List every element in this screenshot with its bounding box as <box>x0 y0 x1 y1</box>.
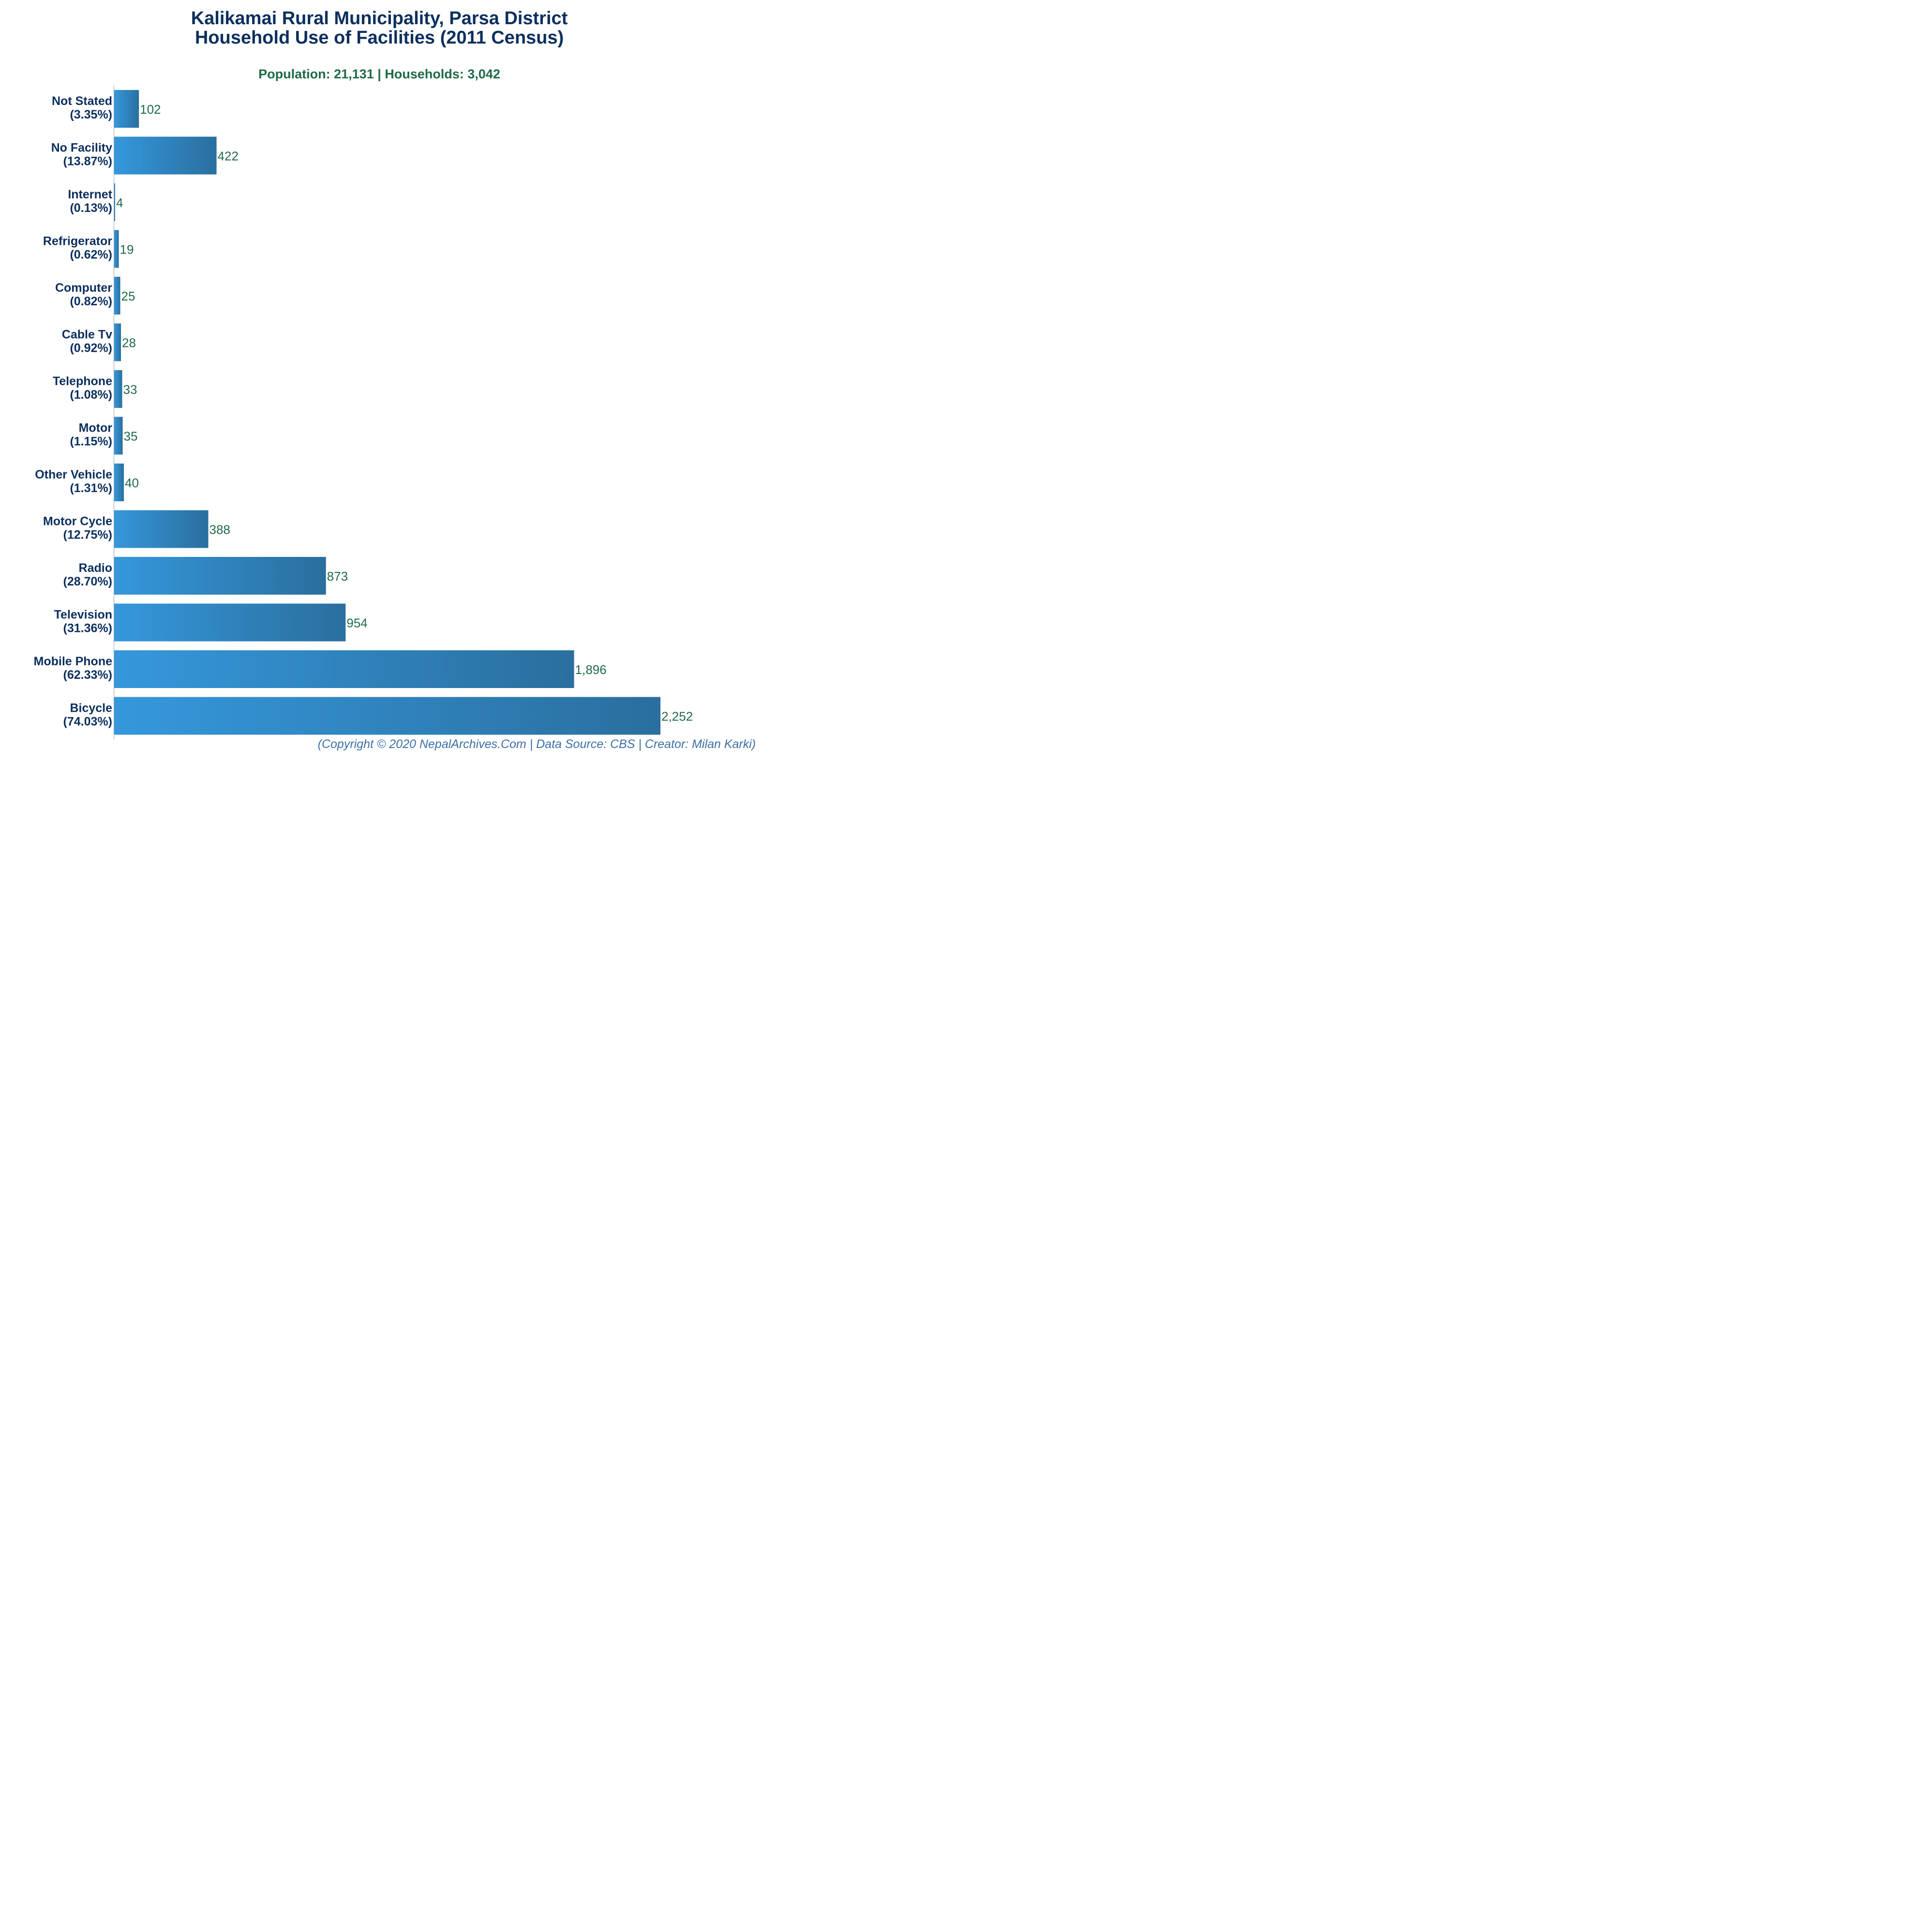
percent-label-not-stated: (3.35%) <box>70 108 112 121</box>
category-label-refrigerator: Refrigerator <box>43 235 112 248</box>
bar-television <box>114 603 346 642</box>
bar-refrigerator <box>114 230 119 268</box>
percent-label-internet: (0.13%) <box>70 201 112 215</box>
category-label-cable-tv: Cable Tv <box>62 328 112 342</box>
percent-label-computer: (0.82%) <box>70 295 112 308</box>
bar-not-stated <box>114 90 139 128</box>
category-label-other-vehicle: Other Vehicle <box>35 468 112 481</box>
category-label-motor-cycle: Motor Cycle <box>43 515 112 528</box>
value-label-television: 954 <box>346 616 367 630</box>
value-label-radio: 873 <box>327 569 348 584</box>
category-label-no-facility: No Facility <box>51 141 113 155</box>
value-label-cable-tv: 28 <box>122 336 136 350</box>
bar-bicycle <box>114 697 660 735</box>
value-label-motor: 35 <box>124 429 138 444</box>
category-label-bicycle: Bicycle <box>70 702 112 715</box>
percent-label-radio: (28.70%) <box>63 575 112 588</box>
copyright-footer: (Copyright © 2020 NepalArchives.Com | Da… <box>317 737 756 751</box>
bar-cable-tv <box>114 323 121 361</box>
bar-motor <box>114 417 123 455</box>
category-label-telephone: Telephone <box>53 374 112 388</box>
bar-internet <box>114 183 116 221</box>
percent-label-bicycle: (74.03%) <box>63 715 112 729</box>
bar-telephone <box>114 370 122 408</box>
category-label-radio: Radio <box>79 561 112 575</box>
value-label-internet: 4 <box>116 195 123 210</box>
chart-subtitle: Population: 21,131 | Households: 3,042 <box>258 67 500 81</box>
percent-label-motor-cycle: (12.75%) <box>63 528 112 542</box>
percent-label-no-facility: (13.87%) <box>63 155 112 168</box>
percent-label-mobile-phone: (62.33%) <box>63 668 112 682</box>
value-label-computer: 25 <box>121 289 135 303</box>
percent-label-telephone: (1.08%) <box>70 388 112 402</box>
bar-other-vehicle <box>114 464 124 501</box>
category-label-computer: Computer <box>55 281 112 295</box>
category-label-internet: Internet <box>68 188 112 201</box>
percent-label-cable-tv: (0.92%) <box>70 342 112 355</box>
bar-computer <box>114 277 120 315</box>
value-label-mobile-phone: 1,896 <box>575 662 607 677</box>
chart-title-line-1: Kalikamai Rural Municipality, Parsa Dist… <box>191 8 568 29</box>
value-label-telephone: 33 <box>123 382 137 397</box>
value-label-motor-cycle: 388 <box>210 523 230 537</box>
percent-label-motor: (1.15%) <box>70 435 112 449</box>
value-label-bicycle: 2,252 <box>661 709 693 724</box>
category-label-television: Television <box>54 608 112 622</box>
bar-no-facility <box>114 136 217 175</box>
bar-radio <box>114 557 326 595</box>
bar-motor-cycle <box>114 510 209 548</box>
category-label-motor: Motor <box>79 421 113 435</box>
chart-title-line-2: Household Use of Facilities (2011 Census… <box>195 28 564 48</box>
category-label-mobile-phone: Mobile Phone <box>34 655 113 668</box>
value-label-other-vehicle: 40 <box>125 476 139 490</box>
percent-label-refrigerator: (0.62%) <box>70 248 112 262</box>
percent-label-other-vehicle: (1.31%) <box>70 481 112 495</box>
percent-label-television: (31.36%) <box>63 622 112 635</box>
bar-chart: 102 Not Stated(3.35%) 422 No Facility(13.87… <box>34 85 693 739</box>
value-label-no-facility: 422 <box>218 149 239 164</box>
category-label-not-stated: Not Stated <box>52 94 112 108</box>
value-label-refrigerator: 19 <box>120 242 134 257</box>
value-label-not-stated: 102 <box>140 102 161 117</box>
bar-mobile-phone <box>114 650 574 688</box>
